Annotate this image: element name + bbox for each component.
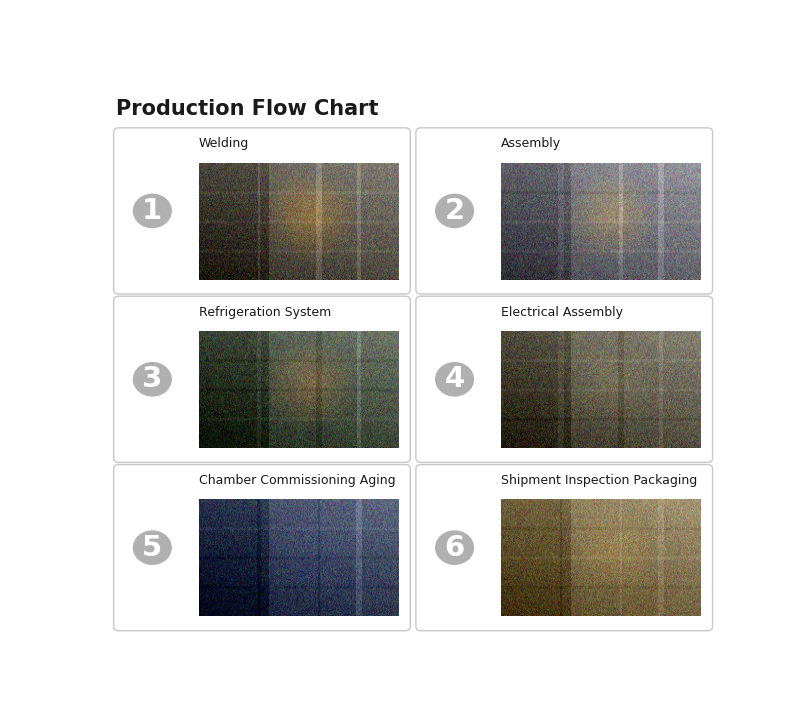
FancyBboxPatch shape (416, 465, 713, 631)
FancyBboxPatch shape (416, 296, 713, 462)
Text: Shipment Inspection Packaging: Shipment Inspection Packaging (501, 474, 698, 487)
Circle shape (435, 194, 474, 228)
Text: 3: 3 (142, 365, 162, 394)
Text: 4: 4 (445, 365, 465, 394)
Text: Production Flow Chart: Production Flow Chart (115, 99, 378, 119)
FancyBboxPatch shape (114, 465, 410, 631)
Text: Electrical Assembly: Electrical Assembly (501, 306, 623, 319)
Text: 1: 1 (142, 197, 162, 225)
Circle shape (133, 362, 172, 396)
Circle shape (435, 362, 474, 396)
Text: 2: 2 (445, 197, 465, 225)
Text: Welding: Welding (199, 138, 249, 150)
Circle shape (435, 530, 474, 565)
FancyBboxPatch shape (114, 296, 410, 462)
Text: 6: 6 (445, 533, 465, 562)
FancyBboxPatch shape (114, 128, 410, 294)
Circle shape (133, 194, 172, 228)
Text: Chamber Commissioning Aging: Chamber Commissioning Aging (199, 474, 395, 487)
Text: Assembly: Assembly (501, 138, 562, 150)
Circle shape (133, 530, 172, 565)
FancyBboxPatch shape (416, 128, 713, 294)
Text: 5: 5 (142, 533, 162, 562)
Text: Refrigeration System: Refrigeration System (199, 306, 331, 319)
